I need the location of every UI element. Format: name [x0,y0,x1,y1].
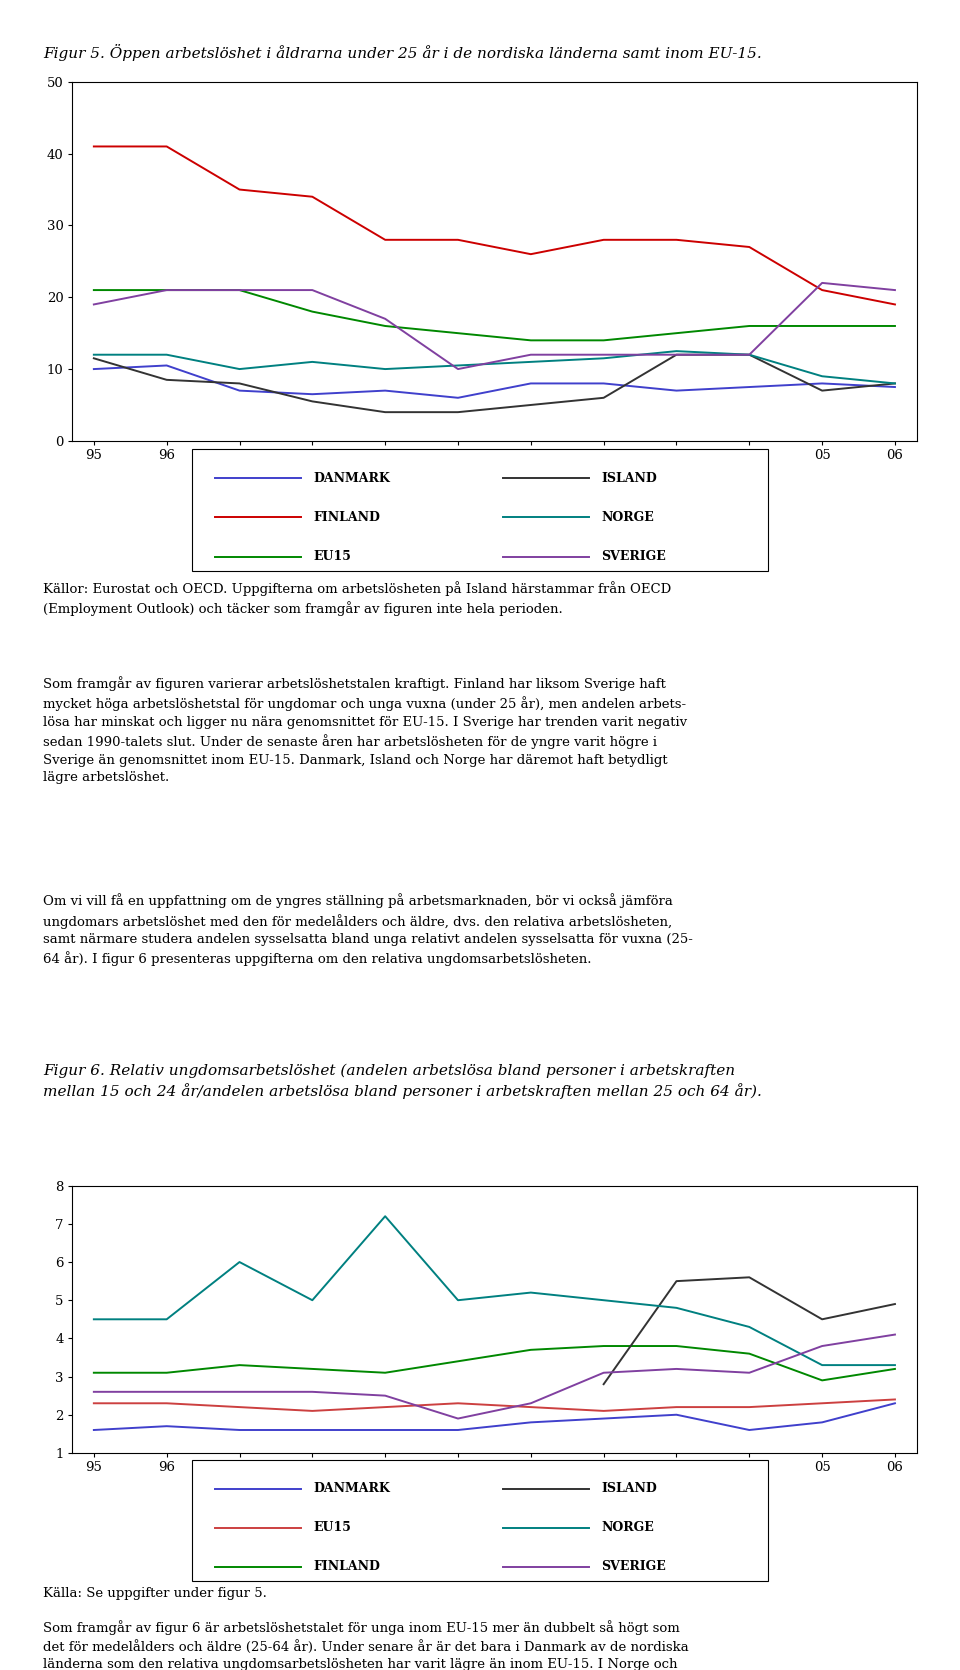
Text: NORGE: NORGE [601,511,654,524]
FancyBboxPatch shape [192,1460,768,1581]
Text: EU15: EU15 [313,1521,350,1535]
Text: SVERIGE: SVERIGE [601,1560,665,1573]
Text: FINLAND: FINLAND [313,511,380,524]
Text: ISLAND: ISLAND [601,1483,657,1495]
Text: Som framgår av figuren varierar arbetslöshetstalen kraftigt. Finland har liksom : Som framgår av figuren varierar arbetslö… [43,676,687,785]
Text: SVERIGE: SVERIGE [601,549,665,563]
Text: FINLAND: FINLAND [313,1560,380,1573]
Text: ISLAND: ISLAND [601,473,657,484]
Text: Källor: Eurostat och OECD. Uppgifterna om arbetslösheten på Island härstammar fr: Källor: Eurostat och OECD. Uppgifterna o… [43,581,671,616]
Text: DANMARK: DANMARK [313,1483,390,1495]
Text: Som framgår av figur 6 är arbetslöshetstalet för unga inom EU-15 mer än dubbelt : Som framgår av figur 6 är arbetslöshetst… [43,1620,689,1670]
Text: Figur 5. Öppen arbetslöshet i åldrarna under 25 år i de nordiska länderna samt i: Figur 5. Öppen arbetslöshet i åldrarna u… [43,43,762,62]
Text: EU15: EU15 [313,549,350,563]
Text: Om vi vill få en uppfattning om de yngres ställning på arbetsmarknaden, bör vi o: Om vi vill få en uppfattning om de yngre… [43,893,693,967]
FancyBboxPatch shape [192,449,768,571]
Text: Figur 6. Relativ ungdomsarbetslöshet (andelen arbetslösa bland personer i arbets: Figur 6. Relativ ungdomsarbetslöshet (an… [43,1064,762,1099]
Text: NORGE: NORGE [601,1521,654,1535]
Text: Källa: Se uppgifter under figur 5.: Källa: Se uppgifter under figur 5. [43,1586,267,1600]
Text: DANMARK: DANMARK [313,473,390,484]
